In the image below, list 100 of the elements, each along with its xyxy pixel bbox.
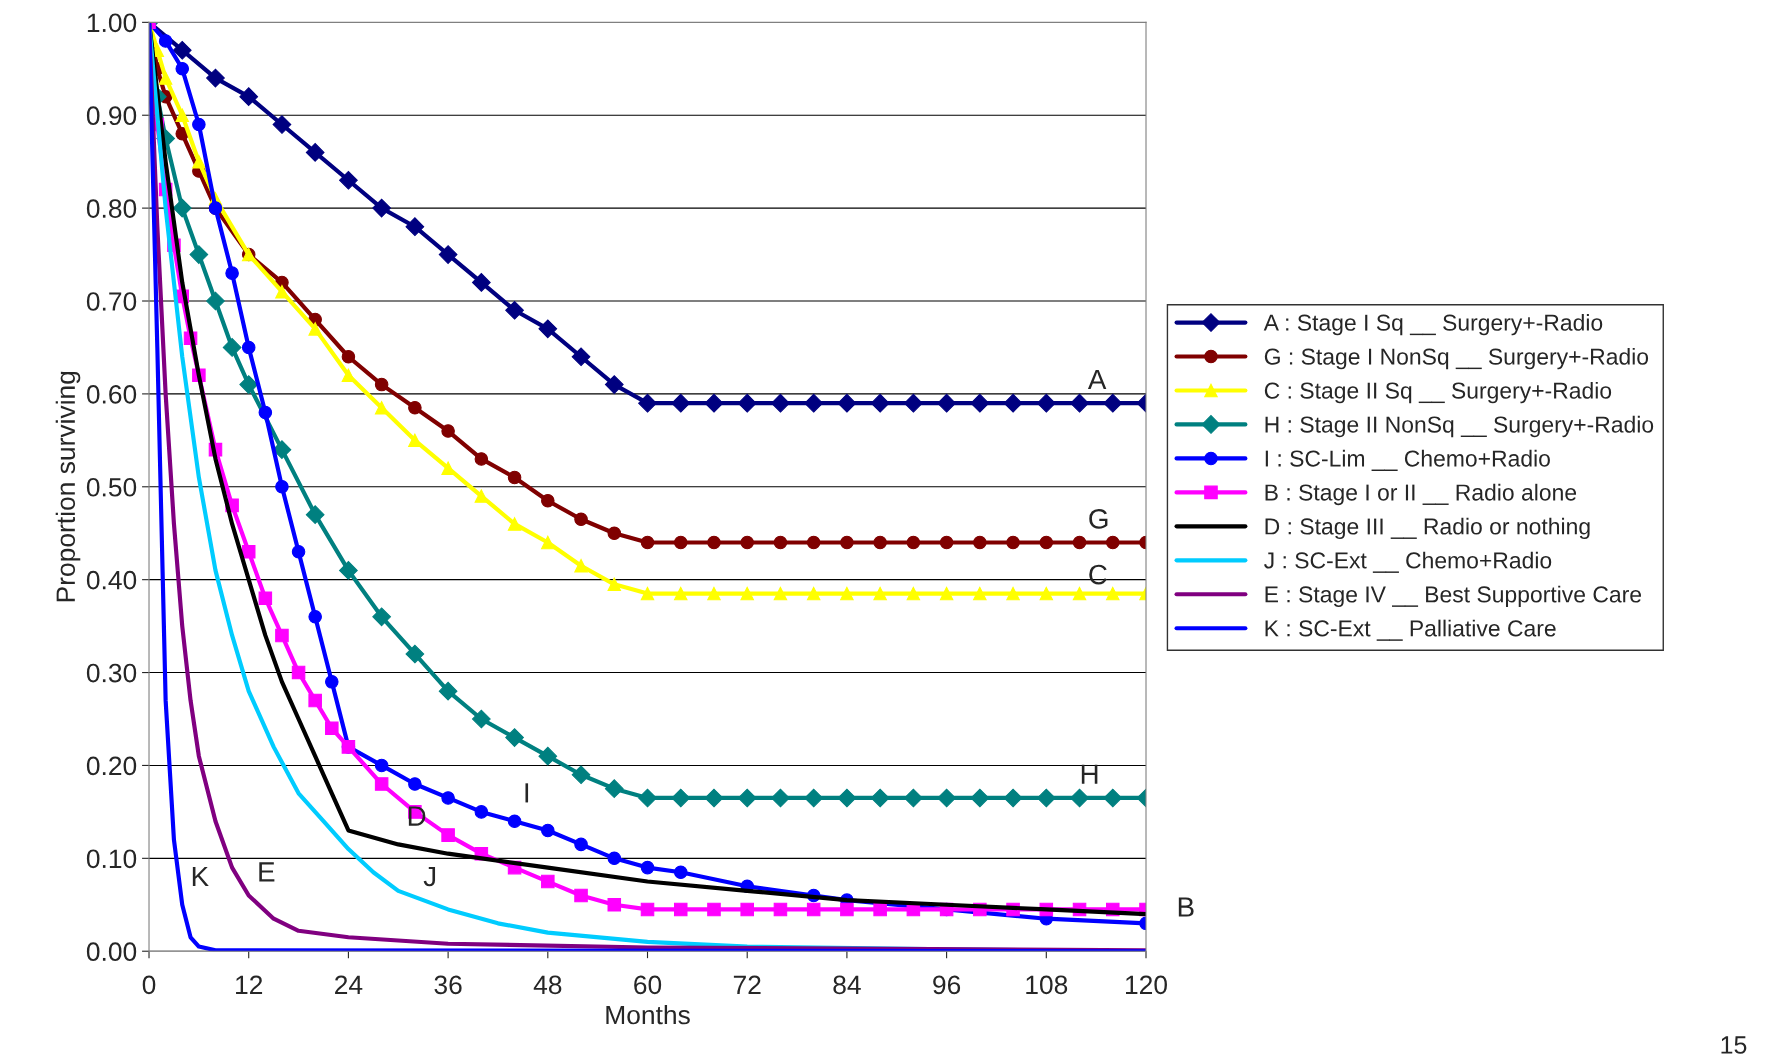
point: [408, 433, 422, 448]
point: [1003, 788, 1023, 808]
x-tick-label: 36: [434, 975, 462, 995]
y-tick-label: 0.30: [86, 663, 137, 683]
x-tick-label: 24: [335, 975, 363, 994]
x-tick-label: 96: [933, 975, 961, 995]
point: [192, 154, 206, 169]
point: [737, 393, 757, 413]
point: [206, 68, 225, 88]
y-tick-label: 0.80: [86, 199, 137, 218]
point: [258, 405, 273, 420]
point: [474, 489, 489, 503]
point: [870, 393, 890, 413]
point: [441, 424, 455, 438]
point: [206, 291, 225, 311]
point: [970, 393, 990, 413]
legend-label: C : Stage II Sq __ Surgery+-Radio: [1264, 381, 1612, 404]
point: [806, 586, 821, 601]
point: [939, 586, 954, 601]
point: [505, 728, 524, 747]
point: [873, 902, 887, 917]
point: [438, 681, 458, 701]
point: [773, 902, 788, 917]
point: [1006, 586, 1020, 601]
point: [607, 851, 622, 866]
point: [1072, 586, 1087, 601]
point: [638, 788, 657, 808]
point: [339, 561, 358, 580]
point: [673, 586, 688, 601]
point: [438, 245, 458, 264]
y-tick-label: 0.70: [86, 292, 137, 311]
point: [673, 865, 688, 880]
point: [973, 535, 987, 550]
point: [671, 393, 691, 413]
point: [541, 823, 555, 838]
point: [441, 461, 455, 475]
point: [308, 322, 322, 336]
point: [571, 765, 591, 785]
point: [172, 198, 192, 218]
x-tick-label: 60: [634, 975, 662, 995]
point: [638, 393, 657, 413]
point: [339, 170, 358, 190]
point: [189, 245, 209, 264]
x-tick-label: 12: [236, 975, 263, 994]
point: [374, 758, 389, 773]
point: [1039, 535, 1054, 550]
point: [740, 586, 754, 601]
point: [538, 746, 558, 766]
x-tick-label: 84: [833, 975, 861, 995]
point: [837, 393, 857, 413]
point: [372, 198, 391, 218]
point: [275, 480, 289, 494]
point: [1072, 535, 1087, 550]
x-tick-label: 48: [533, 975, 562, 995]
legend-label: I : SC-Lim __ Chemo+Radio: [1265, 449, 1550, 471]
point: [507, 517, 522, 531]
point: [1106, 586, 1120, 601]
point: [374, 377, 389, 392]
point: [305, 505, 325, 524]
point: [325, 675, 339, 689]
point: [175, 62, 190, 76]
point: [405, 644, 425, 664]
point: [372, 607, 391, 627]
point: [305, 143, 325, 162]
point: [408, 777, 422, 791]
point: [1070, 393, 1089, 413]
y-tick-label: 0.60: [86, 385, 137, 404]
point: [737, 788, 757, 808]
point: [1006, 535, 1020, 550]
point: [541, 874, 555, 889]
point: [374, 777, 389, 791]
annotation: B: [1178, 897, 1194, 917]
annotation: H: [1081, 764, 1098, 784]
point: [441, 791, 455, 805]
point: [505, 300, 524, 320]
annotation: I: [525, 783, 529, 803]
point: [574, 558, 588, 573]
point: [272, 115, 292, 134]
point: [640, 535, 655, 550]
point: [272, 440, 292, 459]
point: [906, 535, 921, 550]
point: [607, 526, 622, 540]
y-tick-label: 0.40: [86, 570, 137, 590]
point: [704, 788, 724, 808]
point: [471, 273, 491, 292]
point: [158, 34, 173, 48]
point: [640, 902, 655, 917]
point: [574, 888, 588, 903]
point: [771, 788, 790, 808]
x-tick-label: 72: [733, 975, 761, 994]
point: [740, 535, 754, 550]
point: [873, 535, 887, 550]
point: [172, 40, 192, 60]
annotation: E: [259, 862, 275, 882]
point: [840, 535, 854, 550]
annotation: J: [423, 866, 436, 887]
legend-label: E : Stage IV __ Best Supportive Care: [1265, 585, 1641, 608]
point: [374, 401, 389, 415]
point: [325, 721, 339, 736]
legend-label: H : Stage II NonSq __ Surgery+-Radio: [1265, 415, 1654, 438]
